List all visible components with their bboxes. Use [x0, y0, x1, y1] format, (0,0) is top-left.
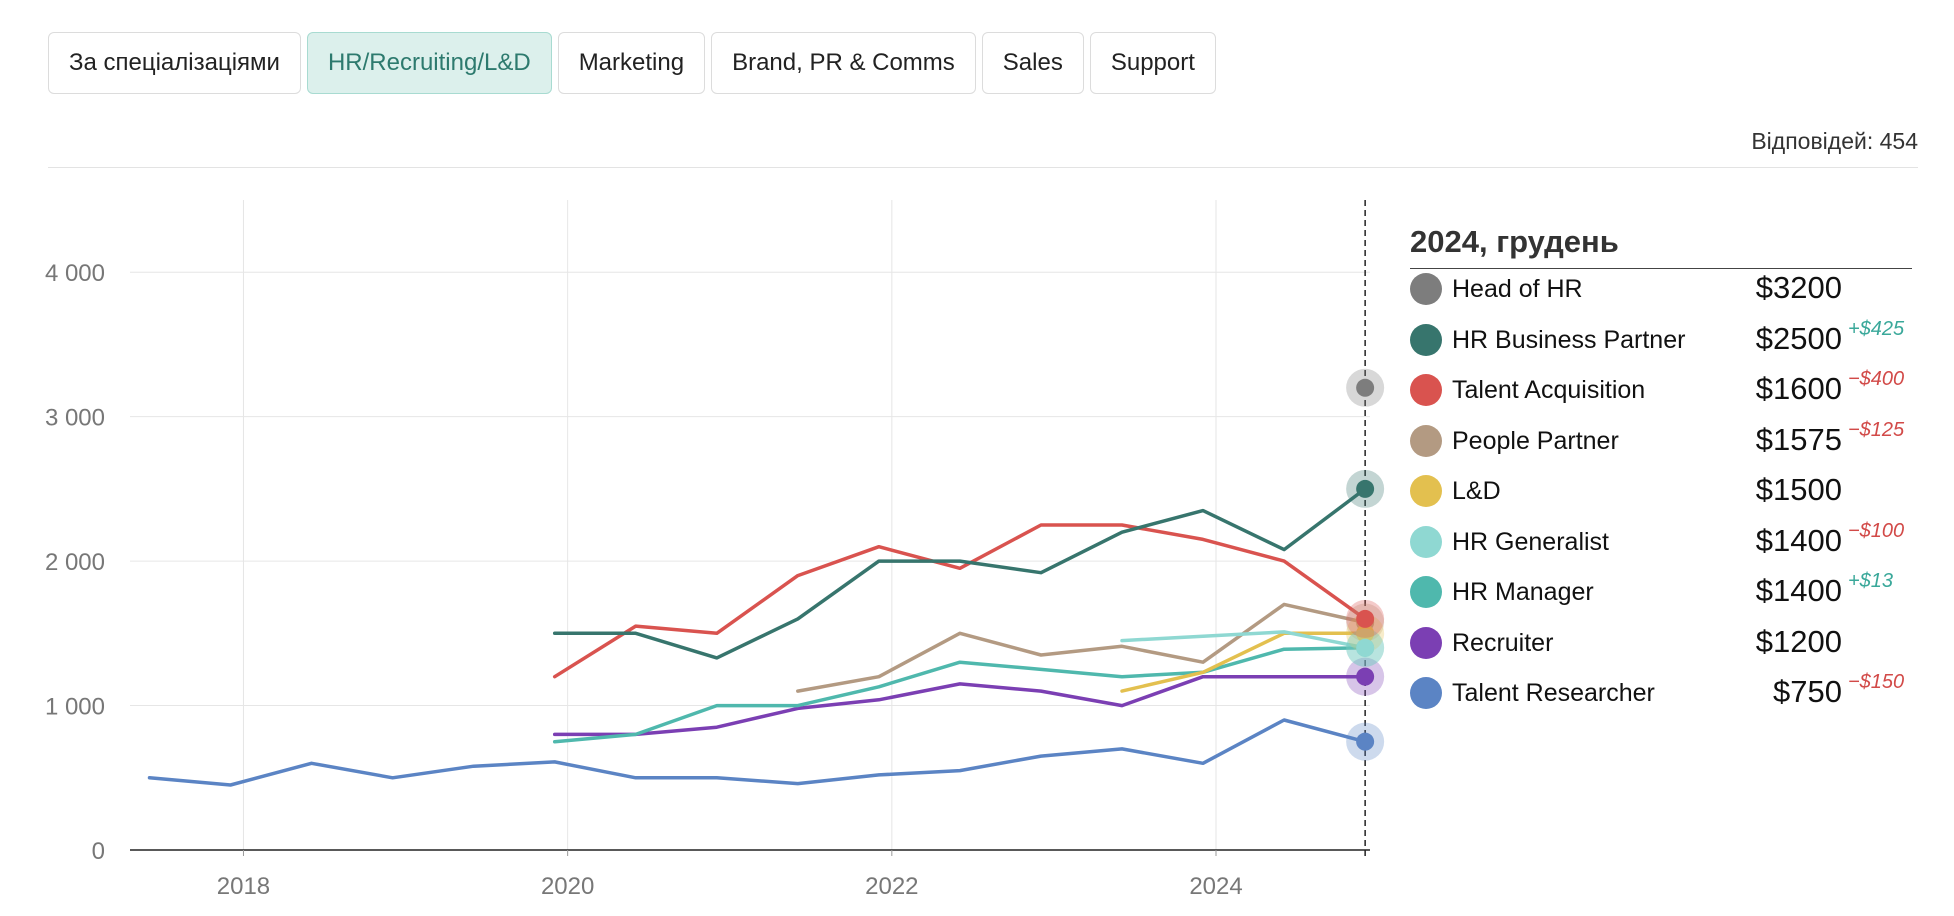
legend-value: $1400 [1755, 573, 1842, 608]
series-line [147, 718, 1367, 787]
legend-row-ld: L&D $1500 [1410, 471, 1912, 522]
legend-row-talent-acquisition: Talent Acquisition $1600 −$400 [1410, 368, 1912, 421]
legend-label: Recruiter [1452, 628, 1554, 657]
legend-value: $1400 [1755, 522, 1842, 558]
legend-label: Talent Acquisition [1452, 376, 1646, 404]
legend-row-people-partner: People Partner $1575 −$125 [1410, 418, 1912, 472]
legend-row-hr-generalist: HR Generalist $1400 −$100 [1410, 519, 1912, 573]
legend-row-talent-researcher: Talent Researcher $750 −$150 [1410, 671, 1912, 724]
tab-support[interactable]: Support [1089, 32, 1216, 94]
legend-delta: −$125 [1848, 418, 1905, 441]
series-point [1356, 667, 1375, 686]
series-point [1356, 479, 1375, 498]
series-line [796, 602, 1367, 693]
legend-value: $1500 [1755, 472, 1842, 507]
series-point [1356, 378, 1375, 397]
legend-dot [1410, 323, 1442, 356]
legend-delta: +$13 [1848, 570, 1894, 592]
tab-sales[interactable]: Sales [981, 32, 1084, 94]
legend-title: 2024, грудень [1410, 224, 1912, 269]
tab-by-specialization[interactable]: За спеціалізаціями [48, 32, 301, 94]
legend-row-recruiter: Recruiter $1200 [1410, 623, 1912, 674]
legend-value: $1200 [1755, 623, 1842, 659]
legend-delta: −$100 [1848, 519, 1905, 542]
header-divider [48, 167, 1918, 168]
legend-row-head-of-hr: Head of HR $3200 [1410, 269, 1912, 320]
legend-row-hr-business-partner: HR Business Partner $2500 +$425 [1410, 317, 1912, 371]
x-tick-label: 2022 [865, 873, 918, 900]
legend-label: People Partner [1452, 426, 1619, 455]
legend-delta: +$425 [1848, 317, 1905, 340]
legend-value: $1575 [1755, 421, 1842, 457]
tab-marketing[interactable]: Marketing [557, 32, 706, 94]
series-point [1356, 638, 1375, 657]
specialization-tabs: За спеціалізаціями HR/Recruiting/L&D Mar… [48, 32, 1216, 94]
legend-delta: −$150 [1848, 671, 1905, 693]
legend-label: Talent Researcher [1452, 679, 1655, 707]
series-line [1120, 631, 1367, 693]
y-tick-label: 4 000 [45, 260, 105, 287]
y-tick-label: 0 [92, 838, 105, 865]
y-tick-label: 2 000 [45, 549, 105, 576]
series-line [552, 487, 1367, 660]
legend-dot [1410, 677, 1442, 709]
legend-row-hr-manager: HR Manager $1400 +$13 [1410, 570, 1912, 623]
y-tick-label: 3 000 [45, 405, 105, 432]
legend-dot [1410, 626, 1442, 659]
legend-dot [1410, 424, 1442, 457]
legend-delta: −$400 [1848, 368, 1905, 390]
legend-value: $1600 [1755, 371, 1842, 406]
legend-value: $3200 [1755, 270, 1842, 305]
chart-tooltip-legend: 2024, грудень Head of HR $3200 HR Busine… [1410, 224, 1912, 724]
responses-count: Відповідей: 454 [1751, 128, 1918, 154]
legend-dot [1410, 374, 1442, 406]
legend-label: HR Manager [1452, 578, 1594, 606]
legend-dot [1410, 273, 1442, 305]
legend-value: $2500 [1755, 320, 1842, 356]
y-tick-label: 1 000 [45, 694, 105, 721]
series-line [552, 674, 1367, 737]
series-line [552, 523, 1367, 679]
series-line [552, 646, 1367, 744]
legend-dot [1410, 475, 1442, 507]
legend-label: Head of HR [1452, 275, 1583, 303]
series-point [1356, 732, 1375, 751]
legend-label: HR Business Partner [1452, 325, 1686, 354]
x-tick-label: 2020 [541, 873, 594, 900]
series-line [1120, 630, 1367, 650]
tab-brand-pr-comms[interactable]: Brand, PR & Comms [711, 32, 976, 94]
tab-hr-recruiting-ld[interactable]: HR/Recruiting/L&D [306, 32, 552, 94]
x-tick-label: 2018 [217, 873, 270, 900]
series-point [1356, 609, 1375, 628]
legend-label: HR Generalist [1452, 527, 1609, 556]
series-point [1356, 624, 1375, 643]
legend-dot [1410, 576, 1442, 608]
x-tick-label: 2024 [1189, 873, 1242, 900]
legend-label: L&D [1452, 477, 1501, 505]
legend-dot [1410, 525, 1442, 558]
legend-value: $750 [1773, 674, 1842, 709]
